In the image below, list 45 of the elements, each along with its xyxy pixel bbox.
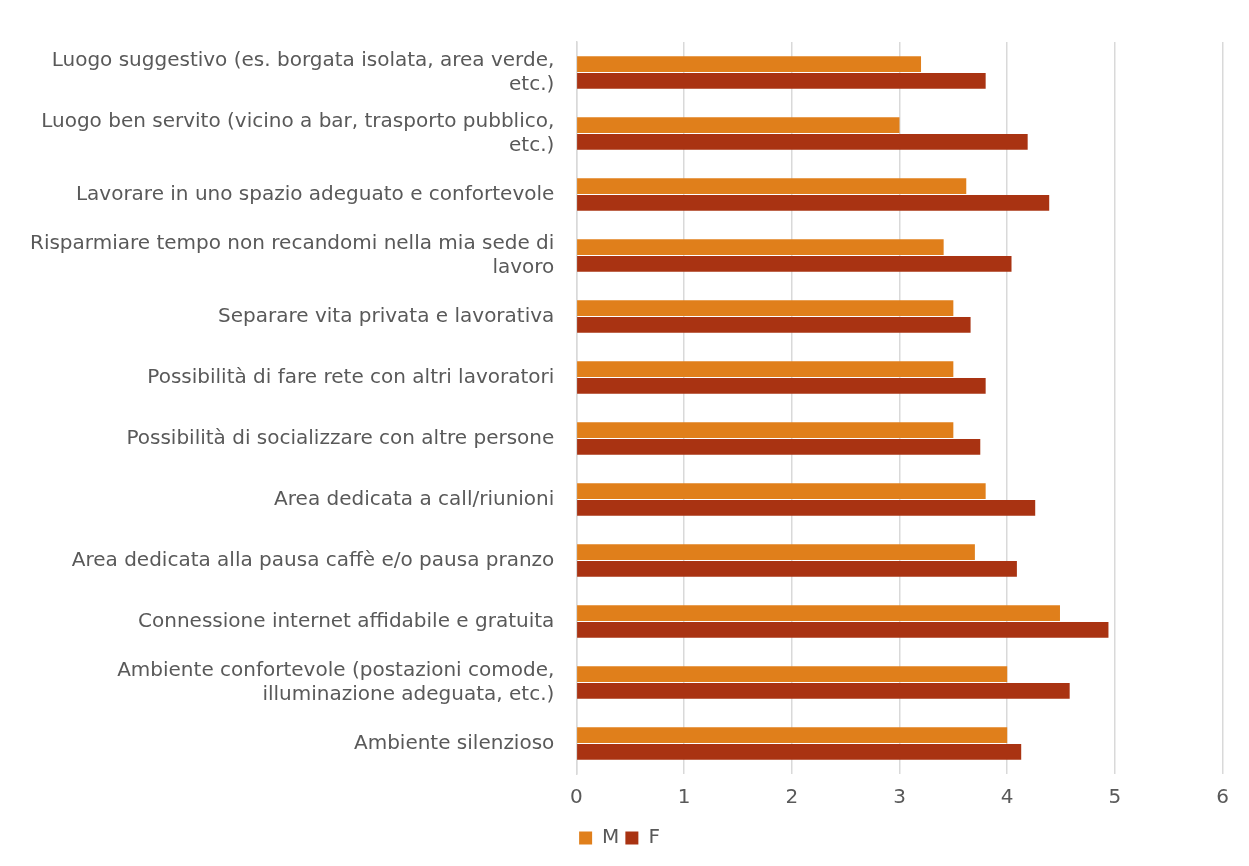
bar (577, 682, 1070, 699)
y-tick-label: Separare vita privata e lavorativa (218, 302, 555, 327)
bar (577, 438, 981, 455)
bar (577, 743, 1022, 760)
y-tick-label: Lavorare in uno spazio adeguato e confortevole (75, 180, 555, 205)
x-tick-label: 6 (1216, 784, 1229, 809)
y-tick-label: Possibilità di socializzare con altre persone (126, 424, 555, 449)
bar (577, 605, 1060, 622)
legend-label: M (602, 824, 620, 849)
bar (577, 239, 944, 256)
x-tick-label: 3 (893, 784, 906, 809)
bar (577, 72, 986, 89)
y-tick-label: Possibilità di fare rete con altri lavoratori (147, 363, 555, 388)
x-tick-label: 5 (1108, 784, 1122, 809)
bar (577, 316, 971, 333)
bar (577, 300, 954, 317)
y-tick-label: Luogo ben servito (vicino a bar, trasporto pubblico, etc.) (41, 107, 555, 156)
bar (577, 117, 900, 134)
bar (577, 194, 1050, 211)
x-tick-label: 4 (1000, 784, 1014, 809)
bar (577, 255, 1012, 272)
bar (577, 544, 975, 561)
bar (577, 377, 986, 394)
bar (577, 499, 1036, 516)
bar (577, 560, 1017, 577)
y-tick-label: Ambiente confortevole (postazioni comode, illuminazione adeguata, etc.) (117, 656, 555, 705)
y-tick-label: Area dedicata a call/riunioni (274, 485, 555, 510)
y-tick-label: Ambiente silenzioso (353, 729, 555, 754)
y-tick-label: Area dedicata alla pausa caffè e/o pausa pranzo (71, 546, 555, 571)
x-tick-label: 1 (677, 784, 691, 809)
y-tick-label: Risparmiare tempo non recandomi nella mia sede di lavoro (29, 229, 555, 278)
y-tick-label: Luogo suggestivo (es. borgata isolata, area verde, etc.) (51, 46, 555, 95)
bar (577, 178, 967, 195)
bar (577, 621, 1109, 638)
bar (577, 133, 1028, 150)
y-tick-label: Connessione internet affidabile e gratuita (138, 607, 555, 632)
bar (577, 56, 922, 73)
x-tick-label: 0 (569, 784, 583, 809)
bar (577, 361, 954, 378)
legend-label: F (648, 824, 660, 849)
bar (577, 727, 1008, 744)
bar (577, 422, 954, 439)
bar (577, 666, 1008, 683)
bar (577, 483, 986, 500)
x-tick-label: 2 (785, 784, 799, 809)
